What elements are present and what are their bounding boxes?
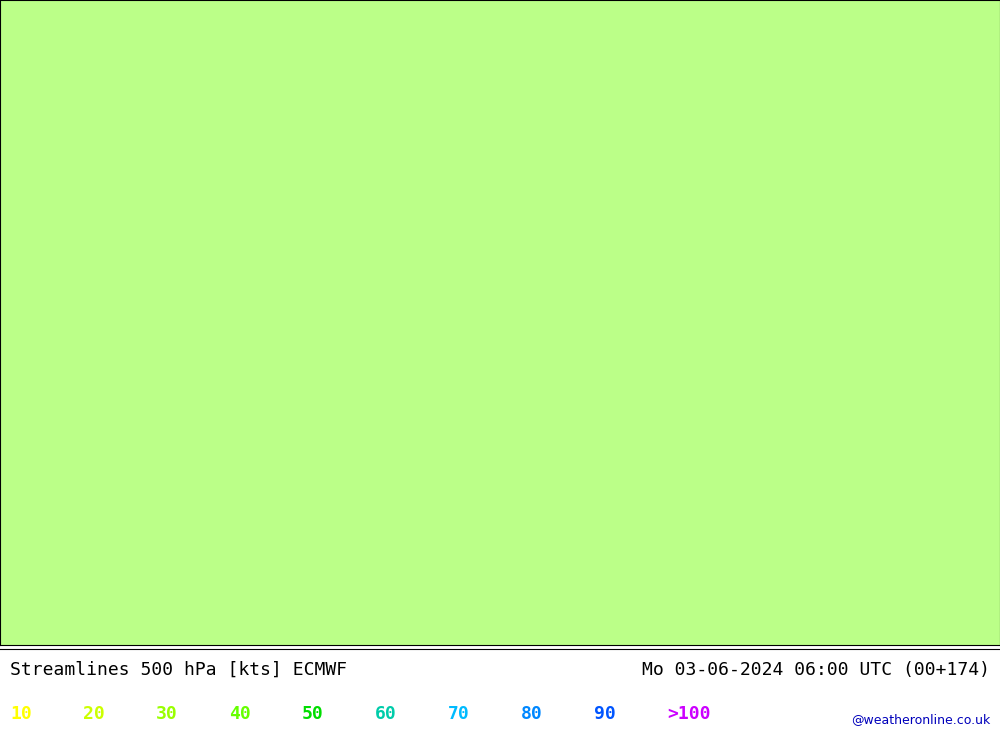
Text: 60: 60: [375, 704, 397, 723]
Text: @weatheronline.co.uk: @weatheronline.co.uk: [851, 713, 990, 726]
Text: 70: 70: [448, 704, 470, 723]
Text: 80: 80: [521, 704, 543, 723]
Text: Streamlines 500 hPa [kts] ECMWF: Streamlines 500 hPa [kts] ECMWF: [10, 660, 347, 679]
Text: >100: >100: [667, 704, 710, 723]
Text: 40: 40: [229, 704, 251, 723]
Text: 90: 90: [594, 704, 616, 723]
Text: 50: 50: [302, 704, 324, 723]
Text: 20: 20: [83, 704, 105, 723]
Text: 10: 10: [10, 704, 32, 723]
Text: Mo 03-06-2024 06:00 UTC (00+174): Mo 03-06-2024 06:00 UTC (00+174): [642, 660, 990, 679]
Text: 30: 30: [156, 704, 178, 723]
